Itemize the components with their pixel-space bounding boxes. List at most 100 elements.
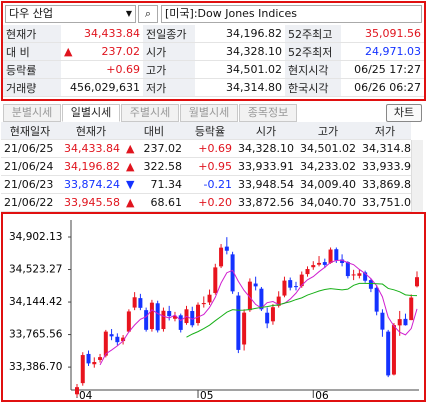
- value: 237.02: [101, 45, 141, 58]
- value: 34,328.10: [195, 42, 285, 61]
- value: 456,029,631: [61, 78, 143, 97]
- tab[interactable]: 종목정보: [239, 104, 297, 122]
- tab[interactable]: 분별시세: [3, 104, 61, 122]
- candle-body: [132, 297, 137, 308]
- change-value: 68.61: [150, 196, 183, 209]
- arrow: ▲: [64, 45, 73, 58]
- header-cell: 저가: [359, 122, 411, 140]
- scrollbar[interactable]: [411, 140, 423, 212]
- candle-body: [363, 272, 368, 281]
- tab[interactable]: 주별시세: [121, 104, 179, 122]
- candle-body: [196, 304, 201, 324]
- label: 시가: [143, 42, 195, 61]
- label: 고가: [143, 60, 195, 79]
- candle-body: [276, 296, 281, 306]
- candle-body: [299, 274, 304, 287]
- candle-body: [103, 331, 108, 356]
- change: ▼ 71.34: [123, 175, 185, 194]
- label: 현재가: [3, 25, 61, 43]
- candle-body: [230, 254, 235, 292]
- label: 전일종가: [143, 25, 195, 43]
- x-tick-label: 04: [79, 390, 93, 400]
- label: 52주최저: [285, 42, 341, 61]
- candle-body: [138, 298, 143, 308]
- candle-body: [397, 319, 402, 326]
- candle-body: [351, 274, 356, 276]
- header-cell: 현재가: [59, 122, 123, 140]
- candle-body: [345, 262, 350, 277]
- candle-body: [317, 262, 322, 265]
- rate: +0.20: [185, 193, 235, 212]
- change-value: 71.34: [150, 178, 183, 191]
- candle-body: [155, 303, 160, 331]
- value: 06/25 17:27: [341, 60, 424, 79]
- chart-panel: 34,902.13 34,523.27 34,144.42 33,765.56 33,3…: [1, 212, 426, 402]
- x-tick-label: 06: [315, 390, 329, 400]
- candle-body: [80, 355, 85, 384]
- daily-row: 21/06/25 34,433.84 ▲ 237.02 +0.69 34,328.10 34…: [1, 139, 411, 158]
- high: 34,233.02: [297, 157, 359, 176]
- y-tick-label: 34,902.13: [9, 231, 62, 243]
- candle-body: [144, 310, 149, 330]
- label: 거래량: [3, 78, 61, 97]
- candle-body: [86, 353, 91, 364]
- label: 한국시각: [285, 78, 341, 97]
- x-tick-label: 05: [200, 390, 213, 400]
- low: 33,869.83: [359, 175, 411, 194]
- y-tick-label: 34,144.42: [9, 296, 62, 308]
- candle-body: [305, 269, 310, 275]
- rate: +0.69: [185, 139, 235, 158]
- chart-button[interactable]: 차트: [386, 104, 422, 122]
- candle-body: [253, 283, 258, 287]
- value: +0.69: [61, 60, 143, 79]
- candle-body: [403, 318, 408, 326]
- candle-body: [178, 315, 183, 330]
- label: 52주최고: [285, 25, 341, 43]
- daily-row: 21/06/24 34,196.82 ▲ 322.58 +0.95 33,933.91 34…: [1, 157, 411, 176]
- high: 34,501.02: [297, 139, 359, 158]
- label: 저가: [143, 78, 195, 97]
- tab[interactable]: 월별시세: [180, 104, 238, 122]
- y-tick-label: 33,386.70: [9, 361, 62, 373]
- candle-body: [340, 259, 345, 264]
- market-select[interactable]: 다우 산업 ▼: [5, 5, 136, 23]
- search-button[interactable]: ⌕: [138, 5, 158, 23]
- value: 24,971.03: [341, 42, 424, 61]
- candle-body: [172, 315, 177, 319]
- date: 21/06/23: [1, 175, 59, 194]
- price: 33,945.58: [59, 193, 123, 212]
- change-value: 322.58: [143, 160, 183, 173]
- candle-body: [98, 357, 103, 360]
- date: 21/06/22: [1, 193, 59, 212]
- candle-body: [236, 295, 241, 350]
- low: 33,933.91: [359, 157, 411, 176]
- candle-body: [242, 312, 247, 345]
- change-value: 237.02: [143, 142, 183, 155]
- open: 33,933.91: [235, 157, 297, 176]
- low: 33,751.06: [359, 193, 411, 212]
- open: 33,948.54: [235, 175, 297, 194]
- tab[interactable]: 일별시세: [62, 104, 120, 122]
- label: 현지시각: [285, 60, 341, 79]
- candle-body: [265, 312, 270, 324]
- arrow: ▼: [126, 178, 135, 191]
- y-tick-label: 34,523.27: [9, 264, 62, 276]
- candle-body: [288, 280, 293, 288]
- candle-body: [92, 362, 97, 365]
- header-cell: 대비: [123, 122, 185, 140]
- symbol-field[interactable]: [미국]:Dow Jones Indices: [161, 5, 422, 23]
- candle-body: [270, 307, 275, 322]
- candle-body: [328, 249, 333, 263]
- price: 34,196.82: [59, 157, 123, 176]
- value: 34,433.84: [61, 25, 143, 43]
- change: ▲ 68.61: [123, 193, 185, 212]
- candle-body: [109, 334, 114, 337]
- candle-body: [409, 297, 414, 321]
- low: 34,314.80: [359, 139, 411, 158]
- change: ▲ 322.58: [123, 157, 185, 176]
- open: 33,872.56: [235, 193, 297, 212]
- candle-body: [415, 277, 419, 287]
- daily-row: 21/06/22 33,945.58 ▲ 68.61 +0.20 33,872.56 34,…: [1, 193, 411, 212]
- candle-body: [115, 336, 120, 343]
- candle-body: [224, 246, 229, 251]
